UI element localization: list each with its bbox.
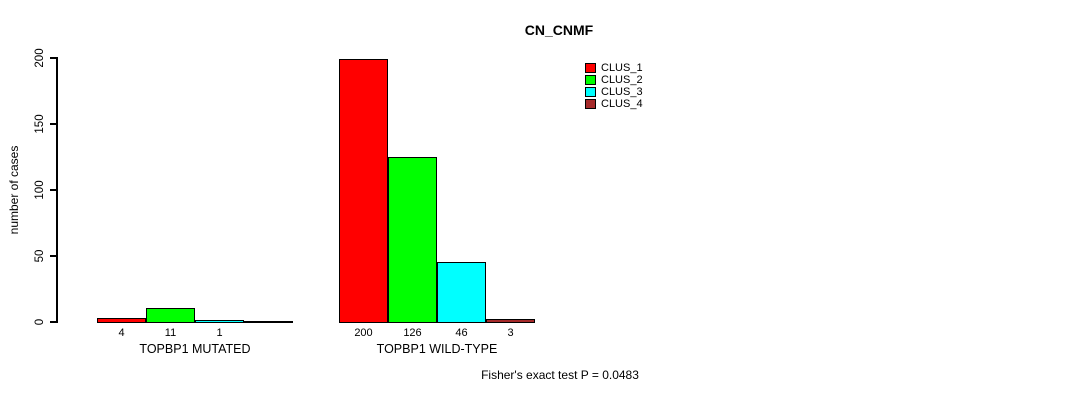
bar-clus_3-mutated	[195, 320, 244, 323]
bar-value-label: 1	[216, 327, 223, 339]
bar-clus_1-wildtype	[339, 59, 388, 323]
category-label: TOPBP1 WILD-TYPE	[376, 342, 498, 356]
category-label: TOPBP1 MUTATED	[139, 342, 251, 356]
y-axis-tick-label: 50	[34, 249, 46, 263]
y-axis-tick	[50, 189, 56, 191]
y-axis-title: number of cases	[7, 145, 21, 235]
y-axis-line	[56, 57, 58, 323]
bar-value-label: 3	[507, 327, 514, 339]
legend-label: CLUS_4	[601, 98, 643, 110]
bar-clus_1-mutated	[97, 318, 146, 323]
legend-label: CLUS_2	[601, 74, 643, 86]
legend: CLUS_1 CLUS_2 CLUS_3 CLUS_4	[585, 62, 643, 110]
bar-value-label: 200	[354, 327, 373, 339]
legend-item: CLUS_2	[585, 74, 643, 86]
fisher-test-annotation: Fisher's exact test P = 0.0483	[481, 368, 639, 382]
legend-item: CLUS_4	[585, 98, 643, 110]
bar-clus_4-wildtype	[486, 319, 535, 323]
y-axis-tick-label: 100	[34, 180, 46, 200]
bar-value-label: 4	[118, 327, 125, 339]
y-axis-tick	[50, 123, 56, 125]
bar-value-label: 46	[455, 327, 468, 339]
y-axis-tick	[50, 255, 56, 257]
chart-title: CN_CNMF	[524, 22, 594, 38]
y-axis-tick-label: 0	[34, 318, 46, 326]
legend-label: CLUS_3	[601, 86, 643, 98]
legend-item: CLUS_3	[585, 86, 643, 98]
y-axis-tick	[50, 57, 56, 59]
legend-swatch-clus_4	[585, 99, 596, 109]
y-axis-tick-label: 200	[34, 48, 46, 68]
bar-clus_3-wildtype	[437, 262, 486, 323]
legend-swatch-clus_3	[585, 87, 596, 97]
legend-item: CLUS_1	[585, 62, 643, 74]
y-axis-tick-label: 150	[34, 114, 46, 134]
legend-label: CLUS_1	[601, 62, 643, 74]
legend-swatch-clus_1	[585, 63, 596, 73]
y-axis-tick	[50, 321, 56, 323]
bar-value-label: 11	[164, 327, 177, 339]
bar-value-label: 126	[403, 327, 422, 339]
bar-clus_2-mutated	[146, 308, 195, 323]
bar-clus_2-wildtype	[388, 157, 437, 323]
legend-swatch-clus_2	[585, 75, 596, 85]
